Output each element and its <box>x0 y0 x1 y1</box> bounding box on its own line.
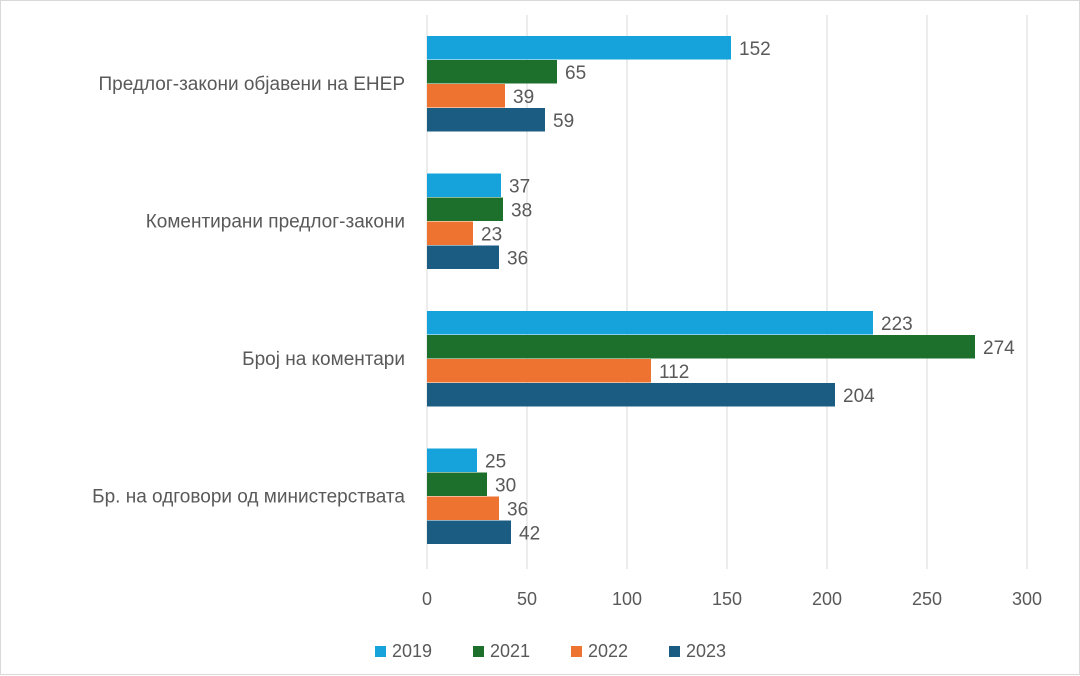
x-tick-label: 0 <box>422 589 432 609</box>
data-label-2023-1: 36 <box>507 248 528 269</box>
bar-2023-1 <box>427 245 499 269</box>
bar-2021-0 <box>427 60 557 84</box>
data-label-2023-0: 59 <box>553 111 574 132</box>
x-tick-label: 150 <box>712 589 742 609</box>
bar-2021-2 <box>427 335 975 359</box>
data-label-2019-3: 25 <box>485 451 506 472</box>
data-label-2019-2: 223 <box>881 314 913 335</box>
data-label-2022-2: 112 <box>659 362 689 383</box>
bar-2019-0 <box>427 36 731 60</box>
bar-2019-2 <box>427 311 873 335</box>
bar-2019-3 <box>427 448 477 472</box>
bar-2022-0 <box>427 84 505 108</box>
bar-2019-1 <box>427 173 501 197</box>
bar-2021-1 <box>427 197 503 221</box>
bar-2023-3 <box>427 520 511 544</box>
data-label-2021-0: 65 <box>565 63 586 84</box>
bar-2023-0 <box>427 108 545 132</box>
bar-2022-1 <box>427 221 473 245</box>
x-tick-label: 100 <box>612 589 642 609</box>
data-label-2019-0: 152 <box>739 39 771 60</box>
x-tick-label: 250 <box>912 589 942 609</box>
legend-label-2023: 2023 <box>686 641 726 661</box>
data-label-2022-3: 36 <box>507 499 528 520</box>
x-tick-labels: 0 50 100 150 200 250 300 <box>422 589 1042 609</box>
x-tick-label: 50 <box>517 589 537 609</box>
bar-2023-2 <box>427 383 835 407</box>
data-label-2021-3: 30 <box>495 475 516 496</box>
legend: 2019 2021 2022 2023 <box>375 641 726 661</box>
legend-label-2022: 2022 <box>588 641 628 661</box>
data-label-2021-1: 38 <box>511 200 532 221</box>
x-tick-label: 300 <box>1012 589 1042 609</box>
legend-swatch-2021 <box>473 646 484 657</box>
category-label: Коментирани предлог-закони <box>146 212 405 233</box>
data-label-2023-3: 42 <box>519 523 540 544</box>
data-label-2023-2: 204 <box>843 386 875 407</box>
data-label-2021-2: 274 <box>983 338 1015 359</box>
bars <box>427 36 975 544</box>
data-label-2022-0: 39 <box>513 87 534 108</box>
data-label-2019-1: 37 <box>509 176 530 197</box>
category-label: Предлог-закони објавени на ЕНЕР <box>99 74 406 95</box>
legend-swatch-2019 <box>375 646 386 657</box>
gridlines <box>426 15 1028 569</box>
legend-swatch-2023 <box>669 646 680 657</box>
bar-2022-3 <box>427 496 499 520</box>
bar-2021-3 <box>427 472 487 496</box>
category-label: Број на коментари <box>242 349 405 370</box>
x-tick-label: 200 <box>812 589 842 609</box>
category-label: Бр. на одговори од министерствата <box>92 487 405 508</box>
legend-swatch-2022 <box>571 646 582 657</box>
data-label-2022-1: 23 <box>481 224 502 245</box>
bar-2022-2 <box>427 359 651 383</box>
legend-label-2019: 2019 <box>392 641 432 661</box>
category-labels: Предлог-закони објавени на ЕНЕР Коментира… <box>92 74 405 508</box>
legend-label-2021: 2021 <box>490 641 530 661</box>
